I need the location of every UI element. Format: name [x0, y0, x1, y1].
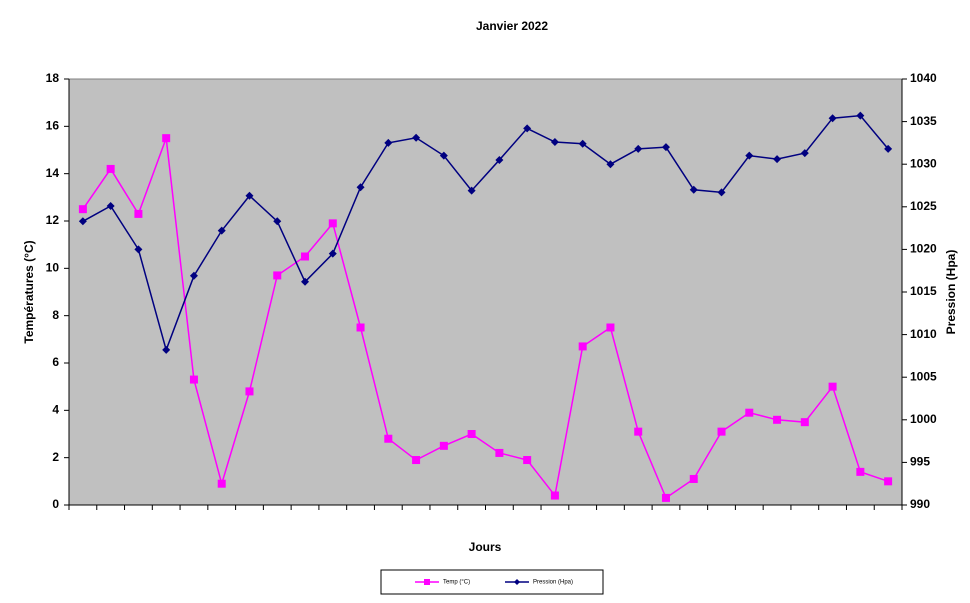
marker [800, 149, 809, 158]
y2-tick-label: 1035 [910, 114, 937, 128]
marker [689, 185, 698, 194]
legend-label: Temp (°C) [443, 580, 470, 586]
y2-tick-label: 1020 [910, 242, 937, 256]
marker [745, 151, 754, 160]
marker [134, 209, 143, 218]
marker [106, 201, 115, 210]
y-tick-label: 0 [52, 497, 59, 511]
marker [856, 111, 865, 120]
plot-area [68, 78, 903, 506]
x-axis-label: Jours [469, 540, 502, 554]
marker [578, 342, 587, 351]
marker [773, 155, 782, 164]
y2-tick-label: 1025 [910, 199, 937, 213]
marker [467, 430, 476, 438]
marker [301, 277, 310, 286]
marker [162, 134, 171, 143]
marker [245, 387, 254, 396]
y2-tick-label: 995 [910, 455, 930, 469]
marker [273, 271, 282, 280]
marker [495, 448, 504, 457]
marker [550, 138, 559, 147]
marker [106, 164, 115, 173]
y2-axis-label: Pression (Hpa) [944, 250, 958, 335]
marker [578, 139, 587, 148]
marker [717, 188, 726, 197]
legend-marker [514, 579, 520, 585]
marker [301, 252, 310, 261]
marker [884, 477, 893, 486]
marker [828, 382, 837, 391]
y2-tick-label: 1010 [910, 327, 937, 341]
legend-marker [424, 579, 430, 585]
marker [78, 205, 87, 214]
marker [356, 323, 365, 332]
y2-tick-label: 1000 [910, 412, 937, 426]
y-tick-label: 6 [52, 355, 59, 369]
y-axis-label: Températures (°C) [22, 240, 36, 343]
marker [467, 186, 476, 195]
marker [856, 467, 865, 476]
marker [773, 415, 782, 424]
y2-tick-label: 1005 [910, 369, 937, 383]
chart-title: Janvier 2022 [476, 19, 548, 33]
marker [495, 155, 504, 164]
marker [717, 427, 726, 436]
marker [634, 144, 643, 153]
y-tick-label: 8 [52, 308, 59, 322]
marker [523, 456, 532, 465]
marker [217, 226, 226, 235]
y-tick-label: 12 [46, 213, 60, 227]
marker [78, 217, 87, 226]
y-tick-label: 10 [46, 261, 60, 275]
marker [661, 493, 670, 502]
marker [439, 441, 448, 450]
marker [800, 418, 809, 427]
marker [189, 375, 198, 384]
y-tick-label: 16 [46, 119, 60, 133]
marker [189, 271, 198, 280]
marker [356, 183, 365, 192]
marker [217, 479, 226, 488]
marker [828, 114, 837, 123]
marker [661, 143, 670, 152]
marker [745, 408, 754, 417]
y2-tick-label: 990 [910, 497, 930, 511]
y2-tick-label: 1015 [910, 284, 937, 298]
marker [606, 323, 615, 332]
marker [550, 491, 559, 500]
marker [134, 245, 143, 254]
marker [328, 219, 337, 228]
legend-label: Pression (Hpa) [533, 580, 573, 586]
marker [412, 133, 421, 142]
marker [606, 160, 615, 169]
marker [245, 191, 254, 200]
y-tick-label: 18 [46, 71, 60, 85]
y2-tick-label: 1030 [910, 156, 937, 170]
series-line [82, 137, 889, 500]
marker [328, 249, 337, 258]
y-tick-label: 14 [46, 166, 60, 180]
y-tick-label: 4 [52, 403, 59, 417]
marker [634, 427, 643, 436]
marker [162, 345, 171, 354]
marker [384, 138, 393, 147]
marker [384, 434, 393, 443]
marker [523, 124, 532, 133]
marker [439, 151, 448, 160]
y-tick-label: 2 [52, 450, 59, 464]
y2-tick-label: 1040 [910, 71, 937, 85]
series-line [82, 114, 889, 353]
marker [689, 474, 698, 483]
marker [884, 144, 893, 153]
marker [412, 456, 421, 465]
marker [273, 217, 282, 226]
